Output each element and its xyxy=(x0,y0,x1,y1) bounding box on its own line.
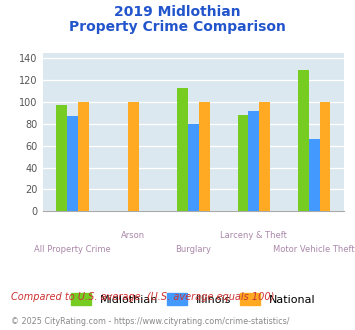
Text: Property Crime Comparison: Property Crime Comparison xyxy=(69,20,286,34)
Bar xyxy=(259,102,270,211)
Bar xyxy=(56,105,67,211)
Text: 2019 Midlothian: 2019 Midlothian xyxy=(114,5,241,19)
Bar xyxy=(78,102,89,211)
Text: All Property Crime: All Property Crime xyxy=(34,245,111,253)
Text: Compared to U.S. average. (U.S. average equals 100): Compared to U.S. average. (U.S. average … xyxy=(11,292,274,302)
Text: Larceny & Theft: Larceny & Theft xyxy=(220,231,287,240)
Text: Arson: Arson xyxy=(121,231,145,240)
Text: Motor Vehicle Theft: Motor Vehicle Theft xyxy=(273,245,355,253)
Bar xyxy=(199,102,210,211)
Text: © 2025 CityRating.com - https://www.cityrating.com/crime-statistics/: © 2025 CityRating.com - https://www.city… xyxy=(11,317,289,326)
Bar xyxy=(237,115,248,211)
Legend: Midlothian, Illinois, National: Midlothian, Illinois, National xyxy=(67,288,320,310)
Bar xyxy=(309,139,320,211)
Bar xyxy=(298,70,309,211)
Bar xyxy=(128,102,138,211)
Bar xyxy=(320,102,331,211)
Bar xyxy=(188,124,199,211)
Bar xyxy=(177,88,188,211)
Bar xyxy=(248,111,259,211)
Text: Burglary: Burglary xyxy=(175,245,212,253)
Bar xyxy=(67,116,78,211)
